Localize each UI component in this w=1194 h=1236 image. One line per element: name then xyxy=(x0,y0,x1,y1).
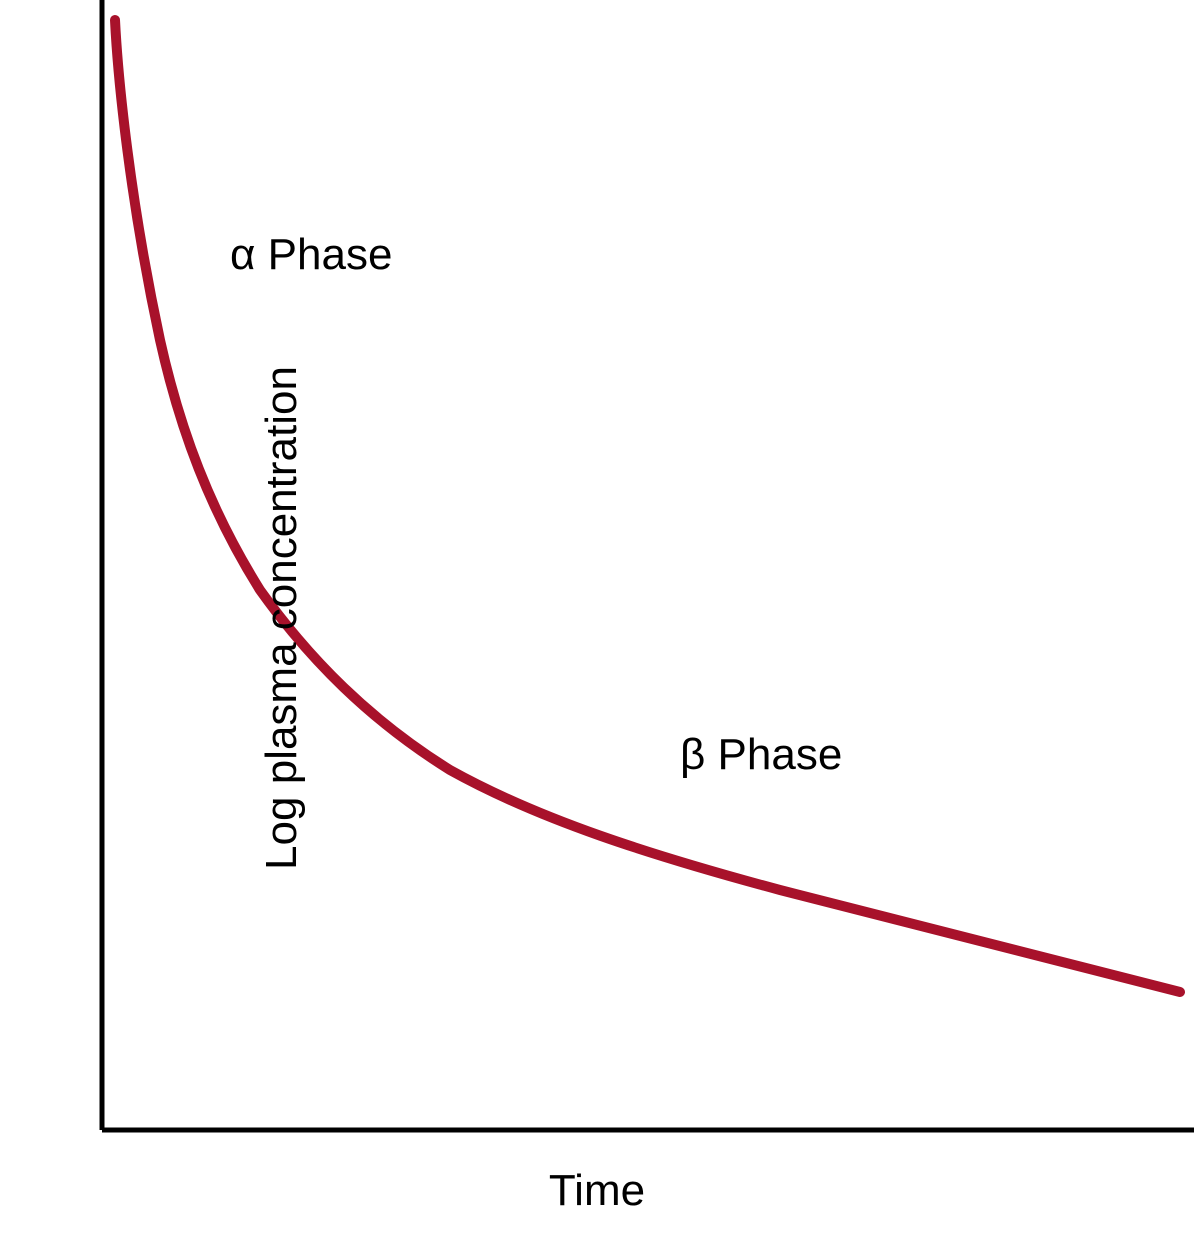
alpha-phase-label: α Phase xyxy=(230,230,392,280)
chart-svg xyxy=(0,0,1194,1236)
y-axis-label: Log plasma concentration xyxy=(257,366,307,870)
chart-container: Log plasma concentration Time α Phase β … xyxy=(0,0,1194,1236)
x-axis-label: Time xyxy=(549,1166,645,1216)
beta-phase-label: β Phase xyxy=(680,730,842,780)
